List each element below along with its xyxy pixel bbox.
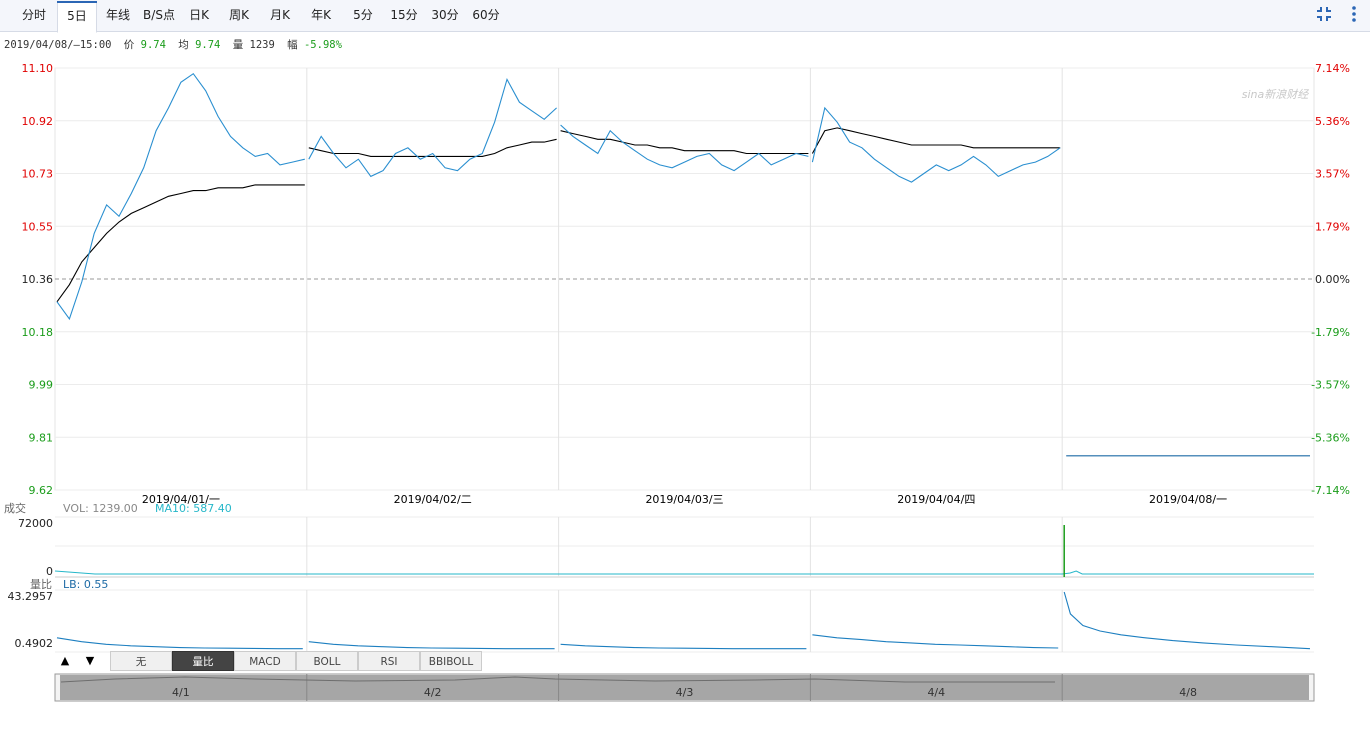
tab-5day[interactable]: 5日 [57, 1, 97, 33]
tab-boll[interactable]: BOLL [296, 651, 358, 671]
tab-macd[interactable]: MACD [234, 651, 296, 671]
price-lines [56, 72, 1310, 457]
volume-value-label: VOL: 1239.00 [63, 502, 138, 515]
quote-datetime: 2019/04/08/—15:00 [4, 39, 112, 51]
price-line-series [56, 72, 305, 321]
navigator-label: 4/3 [676, 686, 694, 699]
tab-volume-ratio[interactable]: 量比 [172, 651, 234, 671]
price-tick-label: 10.73 [22, 168, 54, 181]
tab-15min[interactable]: 15分 [390, 8, 418, 22]
ratio-line-series [560, 643, 807, 650]
lb-label: LB: 0.55 [63, 578, 108, 591]
navigator-window [60, 675, 1309, 700]
percent-axis: 7.14% 5.36% 3.57% 1.79% 0.00% -1.79% -3.57% -5.… [1311, 62, 1350, 497]
volume-tick-label: 72000 [18, 517, 53, 530]
price-tick-label: 9.99 [29, 379, 54, 392]
date-label: 2019/04/02/二 [394, 493, 472, 506]
percent-tick-label: -7.14% [1311, 484, 1350, 497]
navigator-label: 4/4 [927, 686, 945, 699]
ma10-line [54, 570, 1314, 575]
price-tick-label: 10.92 [22, 115, 54, 128]
avg-label: 均 [178, 39, 189, 51]
percent-tick-label: 1.79% [1315, 220, 1350, 233]
quote-infobar: 2019/04/08/—15:00 价 9.74 均 9.74 量 1239 幅… [4, 37, 342, 52]
price-value: 9.74 [140, 39, 166, 51]
tab-daily-k[interactable]: 日K [189, 8, 209, 22]
date-label: 2019/04/08/一 [1149, 493, 1227, 506]
tab-none[interactable]: 无 [110, 651, 172, 671]
avg-line-series [560, 130, 809, 155]
tab-bbiboll[interactable]: BBIBOLL [420, 651, 482, 671]
volume-panel-label: 成交 [4, 501, 26, 515]
navigator-sparkline [60, 676, 1055, 683]
price-frame [54, 67, 1315, 491]
percent-tick-label: 5.36% [1315, 115, 1350, 128]
tab-yearline[interactable]: 年线 [105, 8, 130, 22]
price-tick-label: 11.10 [22, 62, 54, 75]
percent-tick-label: 0.00% [1315, 273, 1350, 286]
change-value: -5.98% [303, 39, 342, 51]
tab-60min[interactable]: 60分 [472, 8, 500, 22]
ratio-line-series [812, 634, 1059, 649]
scroll-down-button[interactable]: ▼ [85, 654, 95, 667]
date-label: 2019/04/01/一 [142, 493, 220, 506]
period-tabbar: 分时 5日 年线 B/S点 日K 周K 月K 年K 5分 15分 30分 60分 [0, 0, 1370, 33]
navigator: 4/1 4/2 4/3 4/4 4/8 [54, 673, 1315, 702]
tab-weekly-k[interactable]: 周K [229, 8, 249, 22]
price-line-series [560, 124, 809, 172]
volume-ratio-panel: 量比 LB: 0.55 43.2957 0.4902 [8, 578, 1314, 653]
navigator-label: 4/8 [1179, 686, 1197, 699]
date-label: 2019/04/03/三 [645, 493, 723, 506]
price-tick-label: 10.36 [22, 273, 54, 286]
price-tick-label: 9.62 [29, 484, 54, 497]
avg-line-series [308, 138, 557, 157]
price-line-series [308, 77, 557, 178]
percent-tick-label: -5.36% [1311, 431, 1350, 444]
chart-grid [54, 67, 1315, 491]
volume-label: 量 [232, 39, 244, 51]
tab-yearly-k[interactable]: 年K [311, 8, 331, 22]
price-tick-label: 9.81 [29, 431, 54, 444]
percent-tick-label: 7.14% [1315, 62, 1350, 75]
more-vertical-icon[interactable] [1344, 5, 1364, 25]
ratio-line-series [308, 641, 555, 650]
collapse-arrows-icon[interactable] [1314, 5, 1334, 25]
price-line-series [811, 106, 1061, 183]
price-tick-label: 10.18 [22, 326, 54, 339]
tab-minute[interactable]: 分时 [21, 8, 46, 22]
watermark: sina新浪财经 [1242, 88, 1309, 101]
ratio-line-series [1063, 591, 1311, 650]
navigator-label: 4/1 [172, 686, 190, 699]
price-label: 价 [123, 39, 135, 51]
navigator-label: 4/2 [424, 686, 442, 699]
navigator-frame [54, 673, 1315, 702]
tab-rsi[interactable]: RSI [358, 651, 420, 671]
tab-bs-point[interactable]: B/S点 [143, 8, 175, 22]
tab-5min[interactable]: 5分 [353, 8, 373, 22]
volume-panel: 成交 VOL: 1239.00 MA10: 587.40 72000 0 [4, 501, 1314, 578]
price-axis: 11.10 10.92 10.73 10.55 10.36 10.18 9.99 9.81 9.… [22, 62, 54, 497]
volume-value: 1239 [249, 39, 275, 51]
avg-line-series [56, 184, 305, 303]
date-axis: 2019/04/01/一 2019/04/02/二 2019/04/03/三 2019… [142, 493, 1227, 506]
ratio-tick-label: 43.2957 [8, 590, 54, 603]
volume-tick-label: 0 [46, 565, 53, 578]
price-tick-label: 10.55 [22, 220, 54, 233]
avg-value: 9.74 [195, 39, 221, 51]
volume-ratio-label: 量比 [30, 578, 52, 591]
tab-30min[interactable]: 30分 [431, 8, 459, 22]
avg-line-series [811, 127, 1061, 154]
percent-tick-label: 3.57% [1315, 168, 1350, 181]
ratio-line-series [56, 637, 303, 650]
percent-tick-label: -1.79% [1311, 326, 1350, 339]
date-label: 2019/04/04/四 [897, 493, 975, 506]
ma10-label: MA10: 587.40 [155, 502, 232, 515]
tab-monthly-k[interactable]: 月K [270, 8, 290, 22]
ratio-tick-label: 0.4902 [15, 637, 54, 650]
change-label: 幅 [287, 39, 298, 51]
scroll-up-button[interactable]: ▲ [60, 654, 70, 667]
percent-tick-label: -3.57% [1311, 379, 1350, 392]
